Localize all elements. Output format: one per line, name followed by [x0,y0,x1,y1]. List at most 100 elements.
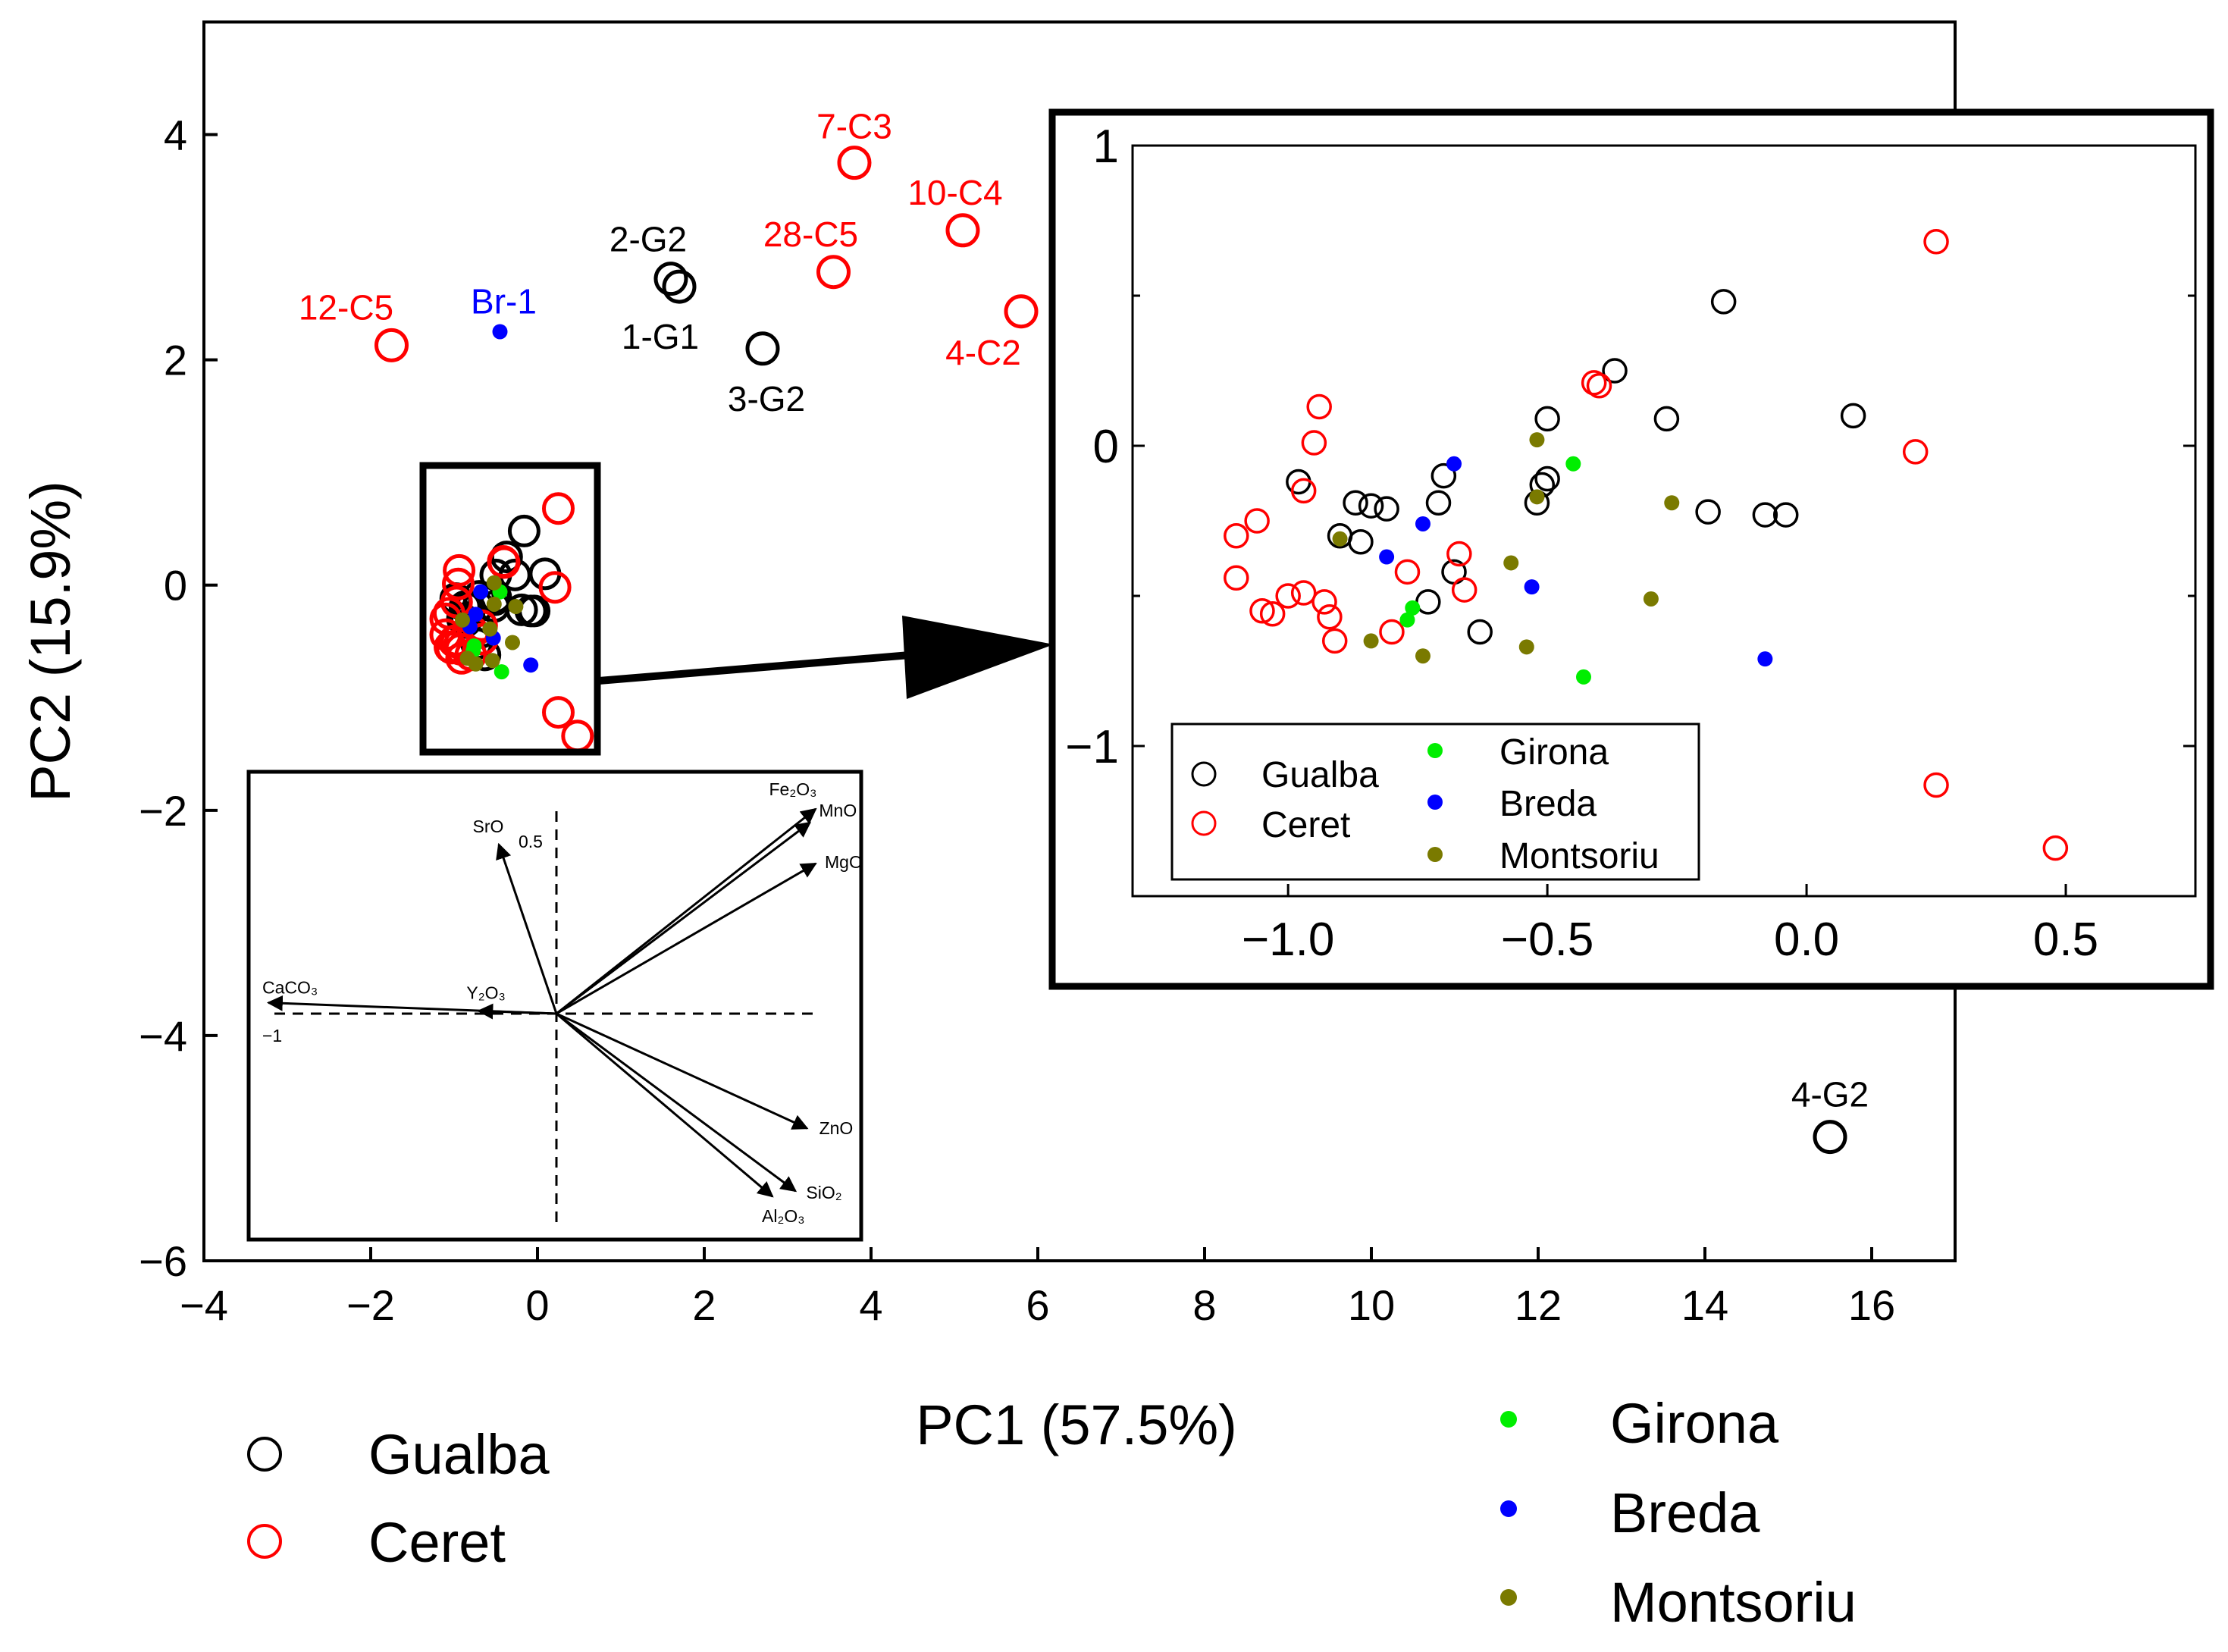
zoom-point-ceret [1259,601,1286,627]
zoom-point-ceret [1224,523,1249,549]
cluster-point-breda [473,584,489,600]
zoom-point-ceret [1446,541,1472,567]
zoom-point-gualba [1772,502,1799,528]
x-tick-label: 16 [1848,1281,1895,1329]
zoom-legend-montsoriu-marker [1427,847,1443,862]
cluster-point-ceret [538,571,572,604]
point-1-g1 [662,269,697,304]
zoom-point-gualba [1467,619,1493,645]
zoom-point-breda [1379,549,1395,565]
loading-label-fe-o: Fe₂O₃ [769,779,816,799]
point-4-g2 [1813,1120,1847,1155]
loadings-origin-x-label: −1 [262,1026,282,1045]
zoom-point-girona [1405,600,1421,616]
zoom-point-gualba [1358,493,1384,519]
zoom-point-ceret [1317,603,1343,630]
zoom-point-montsoriu [1643,591,1659,607]
cluster-point-montsoriu [508,598,524,614]
point-label-br-1: Br-1 [471,282,537,321]
main-origin-cluster [429,492,594,753]
zoom-point-ceret [1581,370,1607,396]
point-label-3-g2: 3-G2 [728,379,805,418]
zoom-point-ceret [1902,439,1929,465]
point-br-1 [492,324,508,340]
y-tick-label: −2 [139,787,187,835]
zoom-point-ceret [1923,228,1949,255]
cluster-point-ceret [542,492,575,525]
cluster-point-montsoriu [482,621,498,637]
point-12-c5 [374,328,409,362]
zoom-point-montsoriu [1415,648,1430,664]
point-2-g2 [653,262,688,296]
zoom-point-ceret [1394,559,1421,585]
zoom-selection-box [419,462,601,756]
zoom-point-gualba [1430,462,1457,489]
zoom-point-montsoriu [1529,489,1545,505]
loadings-origin-y-label: 0.5 [519,832,543,851]
loading-label-y-o: Y₂O₃ [466,983,506,1002]
zoom-point-gualba [1840,403,1866,429]
zoom-point-ceret [1224,565,1249,591]
legend-breda-marker [1500,1500,1517,1517]
zoom-legend-ceret-label: Ceret [1261,805,1350,845]
loading-label-sro: SrO [473,817,504,836]
zoom-point-montsoriu [1503,555,1519,571]
legend-gualba-marker [247,1437,282,1472]
loading-arrow-al-o [556,1012,774,1198]
point-10-c4 [945,213,980,248]
zoom-legend: Gualba Ceret Girona Breda Montsoriu [1170,723,1700,881]
zoom-point-ceret [1311,589,1337,615]
zoom-legend-gualba-label: Gualba [1261,755,1379,795]
point-label-1-g1: 1-G1 [622,317,699,356]
legend-ceret-label: Ceret [368,1511,506,1574]
zoom-point-gualba [1425,490,1452,516]
cluster-point-montsoriu [505,635,520,650]
zoom-point-girona [1565,456,1581,472]
zoom-point-montsoriu [1518,639,1534,655]
legend-montsoriu-label: Montsoriu [1610,1571,1857,1634]
zoom-point-montsoriu [1332,531,1348,547]
x-tick-label: 12 [1515,1281,1562,1329]
cluster-point-montsoriu [484,653,500,669]
y-axis-title: PC2 (15.9%) [19,481,82,802]
zoom-point-ceret [1244,508,1270,534]
point-label-7-c3: 7-C3 [816,107,892,146]
zoom-x-tick-label: 0.5 [2033,914,2098,966]
loading-arrow-mno [556,821,812,1015]
zoom-point-gualba [1695,499,1721,525]
zoom-point-breda [1415,516,1430,531]
zoom-point-montsoriu [1664,495,1680,511]
x-axis-title: PC1 (57.5%) [916,1393,1237,1456]
cluster-point-montsoriu [468,656,484,672]
cluster-point-ceret [442,567,475,600]
loading-arrow-fe-o [556,807,817,1015]
legend-ceret-marker [247,1524,282,1559]
x-tick-label: 0 [525,1281,549,1329]
cluster-point-gualba [507,514,541,547]
zoom-point-ceret [1249,598,1275,624]
zoom-point-gualba [1602,358,1628,384]
zoom-point-montsoriu [1529,432,1545,448]
zoom-point-girona [1575,669,1591,685]
zoom-x-tick-label: −0.5 [1501,914,1593,966]
x-tick-label: 4 [859,1281,882,1329]
zoom-legend-montsoriu-label: Montsoriu [1499,836,1659,876]
zoom-point-ceret [1586,373,1612,399]
cluster-point-ceret [487,546,521,579]
zoom-legend-breda-label: Breda [1499,784,1597,824]
zoom-inset: −1.0 −0.5 0.0 0.5 −1 0 1 Gualba Ceret Girona B… [1048,108,2214,990]
zoom-legend-gualba-marker [1191,761,1217,787]
zoom-point-gualba [1348,528,1374,555]
point-28-c5 [816,255,851,290]
zoom-legend-ceret-marker [1191,810,1217,836]
zoom-point-breda [1757,651,1773,667]
zoom-y-tick-label: 0 [1093,421,1119,473]
cluster-point-ceret [542,696,575,729]
loading-arrow-mgo [556,862,817,1015]
cluster-point-breda [523,657,539,673]
zoom-point-gualba [1343,490,1368,516]
point-label-10-c4: 10-C4 [907,173,1002,212]
legend-girona-marker [1500,1411,1517,1428]
legend-montsoriu-marker [1500,1589,1517,1606]
